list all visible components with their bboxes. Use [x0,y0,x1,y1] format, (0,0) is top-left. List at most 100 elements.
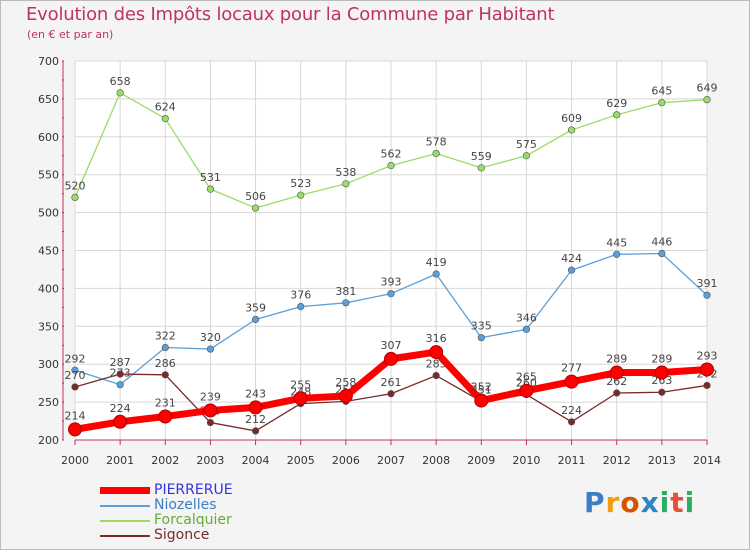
data-label-forcalquier: 629 [606,97,627,110]
data-label-niozelles: 292 [65,352,86,365]
data-label-pierrerue: 293 [697,350,718,363]
data-label-pierrerue: 252 [471,381,492,394]
y-tick-label: 550 [38,169,59,182]
data-point-sigonce [206,418,215,427]
data-label-niozelles: 445 [606,236,627,249]
data-point-niozelles [477,334,485,342]
legend-item-niozelles: Niozelles [100,497,360,514]
data-label-forcalquier: 624 [155,101,176,114]
data-point-pierrerue [429,345,444,360]
x-tick-label: 2000 [61,454,89,467]
data-label-forcalquier: 538 [335,166,356,179]
data-point-niozelles [432,270,440,278]
x-tick-label: 2009 [467,454,495,467]
data-point-pierrerue [564,374,579,389]
data-label-forcalquier: 523 [290,177,311,190]
y-tick-label: 600 [38,131,59,144]
data-point-sigonce [613,389,621,397]
logo-letter: x [640,486,660,519]
data-point-sigonce [432,371,440,380]
x-tick-label: 2004 [242,454,270,467]
data-label-pierrerue: 316 [426,332,447,345]
data-label-sigonce: 224 [561,404,582,417]
data-label-niozelles: 419 [426,256,447,269]
data-point-forcalquier [342,180,350,188]
data-point-niozelles [522,325,531,333]
y-tick-label: 400 [38,282,59,295]
data-label-sigonce: 287 [110,356,131,369]
x-tick-label: 2014 [693,454,721,467]
data-point-sigonce [658,388,666,396]
data-label-niozelles: 446 [651,236,672,249]
data-label-niozelles: 391 [697,277,718,290]
legend-label-pierrerue: PIERRERUE [154,482,233,498]
legend-swatch-niozelles [100,505,150,507]
legend-swatch-forcalquier [100,520,150,522]
data-point-pierrerue [113,414,128,429]
data-point-forcalquier [567,126,576,134]
data-point-sigonce [71,383,79,391]
data-label-pierrerue: 265 [516,371,537,384]
data-label-pierrerue: 289 [606,353,627,366]
data-point-sigonce [251,427,260,435]
data-point-niozelles [658,249,666,258]
data-point-niozelles [116,381,124,389]
data-point-pierrerue [519,383,534,398]
logo-letter: P [584,486,606,519]
data-label-niozelles: 381 [335,285,356,298]
x-tick-label: 2008 [422,454,450,467]
data-point-pierrerue [293,391,308,406]
legend-item-sigonce: Sigonce [100,527,360,544]
legend-label-forcalquier: Forcalquier [154,512,232,528]
logo-letter: t [670,486,685,519]
data-point-pierrerue [700,362,714,377]
chart-subtitle: (en € et par an) [27,28,114,41]
y-tick-label: 700 [38,55,59,68]
data-point-pierrerue [248,400,263,415]
y-tick-label: 450 [38,245,59,258]
data-point-niozelles [387,290,395,298]
data-point-niozelles [251,315,260,324]
y-tick-label: 500 [38,207,59,220]
data-point-niozelles [703,291,711,299]
logo-letter: r [605,486,621,519]
data-label-forcalquier: 559 [471,150,492,163]
data-label-pierrerue: 224 [110,402,131,415]
data-point-sigonce [703,381,711,390]
x-tick-label: 2010 [512,454,540,467]
y-tick-label: 300 [38,358,59,371]
data-label-sigonce: 263 [651,374,672,387]
data-point-niozelles [161,343,169,352]
data-label-pierrerue: 214 [65,409,86,422]
data-point-niozelles [206,345,215,353]
logo-letter: i [684,486,696,519]
data-label-pierrerue: 231 [155,397,176,410]
x-tick-label: 2005 [287,454,315,467]
legend-label-sigonce: Sigonce [154,527,210,543]
data-label-niozelles: 359 [245,301,266,314]
logo-letter: o [620,486,641,519]
data-label-sigonce: 270 [65,369,86,382]
data-point-sigonce [387,390,395,398]
data-point-forcalquier [161,115,169,123]
data-label-sigonce: 212 [245,413,266,426]
legend-label-niozelles: Niozelles [154,497,217,513]
data-point-niozelles [342,299,350,307]
x-tick-label: 2012 [603,454,631,467]
data-point-forcalquier [658,99,666,107]
data-label-forcalquier: 531 [200,171,221,184]
data-point-pierrerue [609,365,624,380]
data-point-niozelles [297,302,305,311]
logo-letter: i [659,486,671,519]
legend-swatch-pierrerue [100,487,150,494]
x-tick-label: 2006 [332,454,360,467]
data-label-forcalquier: 562 [381,148,402,161]
data-label-niozelles: 424 [561,252,582,265]
data-label-niozelles: 322 [155,330,176,343]
data-label-niozelles: 320 [200,331,221,344]
data-point-forcalquier [116,89,124,97]
data-point-forcalquier [206,185,215,193]
data-label-niozelles: 376 [290,289,311,302]
data-point-pierrerue [654,365,669,380]
